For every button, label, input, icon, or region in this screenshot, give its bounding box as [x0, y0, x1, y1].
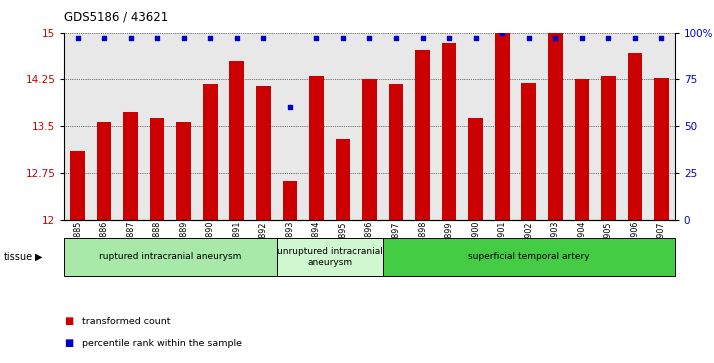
Point: [576, 35, 588, 41]
Bar: [336, 139, 351, 220]
Point: [99, 35, 110, 41]
Text: ■: ■: [64, 338, 74, 348]
Point: [151, 35, 163, 41]
Point: [258, 35, 269, 41]
Text: transformed count: transformed count: [82, 317, 171, 326]
Point: [550, 35, 561, 41]
Bar: [495, 33, 510, 220]
Bar: [203, 84, 218, 220]
Point: [363, 35, 376, 41]
Point: [204, 35, 216, 41]
Text: percentile rank within the sample: percentile rank within the sample: [82, 339, 242, 347]
Bar: [548, 33, 563, 220]
Point: [470, 35, 481, 41]
Bar: [124, 113, 138, 220]
Point: [231, 35, 243, 41]
Bar: [601, 76, 615, 220]
Bar: [628, 53, 642, 220]
Text: GDS5186 / 43621: GDS5186 / 43621: [64, 11, 169, 24]
Point: [391, 35, 402, 41]
Point: [523, 35, 535, 41]
Bar: [575, 79, 589, 220]
Bar: [654, 78, 669, 220]
Text: superficial temporal artery: superficial temporal artery: [468, 252, 590, 261]
Bar: [442, 43, 456, 220]
Point: [284, 105, 296, 110]
Point: [496, 30, 508, 36]
Text: ruptured intracranial aneurysm: ruptured intracranial aneurysm: [99, 252, 241, 261]
Bar: [309, 76, 323, 220]
Point: [311, 35, 322, 41]
Text: tissue: tissue: [4, 252, 33, 262]
Bar: [521, 82, 536, 220]
Point: [629, 35, 640, 41]
Bar: [256, 86, 271, 220]
Point: [72, 35, 84, 41]
Bar: [468, 118, 483, 220]
Bar: [388, 84, 403, 220]
Bar: [176, 122, 191, 220]
Bar: [70, 151, 85, 220]
Point: [178, 35, 189, 41]
Bar: [362, 79, 377, 220]
Bar: [150, 118, 164, 220]
Point: [417, 35, 428, 41]
Bar: [283, 181, 297, 220]
Point: [603, 35, 614, 41]
Point: [125, 35, 136, 41]
Text: ■: ■: [64, 316, 74, 326]
Point: [443, 35, 455, 41]
Bar: [97, 122, 111, 220]
Text: unruptured intracranial
aneurysm: unruptured intracranial aneurysm: [277, 247, 383, 266]
Bar: [416, 50, 430, 220]
Bar: [229, 61, 244, 220]
Point: [655, 35, 667, 41]
Text: ▶: ▶: [35, 252, 42, 262]
Point: [337, 35, 348, 41]
